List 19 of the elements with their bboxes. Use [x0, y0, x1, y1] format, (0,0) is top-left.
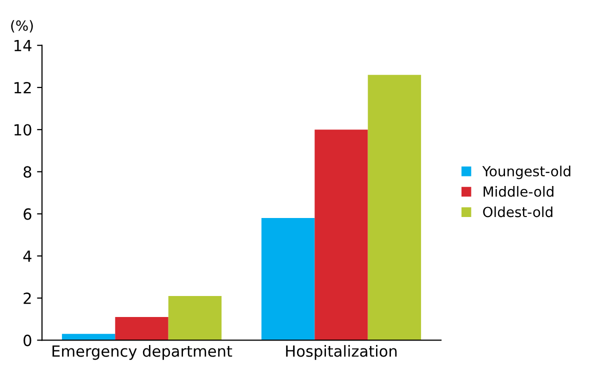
legend-label: Youngest-old: [482, 166, 570, 180]
y-axis-title: (%): [11, 20, 33, 33]
y-tick-label: 2: [24, 292, 31, 304]
y-tick-label: 8: [24, 166, 32, 178]
legend-label: Oldest-old: [483, 206, 552, 218]
x-tick-label: Hospitalization: [286, 345, 397, 360]
y-tick-label: 14: [14, 40, 32, 52]
legend-label: Middle-old: [484, 186, 554, 197]
y-tick-label: 4: [23, 250, 32, 262]
y-tick-label: 0: [24, 334, 32, 346]
bar: [314, 130, 368, 340]
bar: [168, 296, 222, 340]
bar: [261, 218, 315, 340]
y-tick-label: 6: [24, 208, 32, 220]
y-tick-label: 10: [14, 124, 32, 136]
bar: [115, 317, 168, 340]
y-tick-label: 12: [14, 82, 31, 94]
bar: [368, 74, 422, 340]
x-tick-label: Emergency department: [52, 345, 232, 360]
